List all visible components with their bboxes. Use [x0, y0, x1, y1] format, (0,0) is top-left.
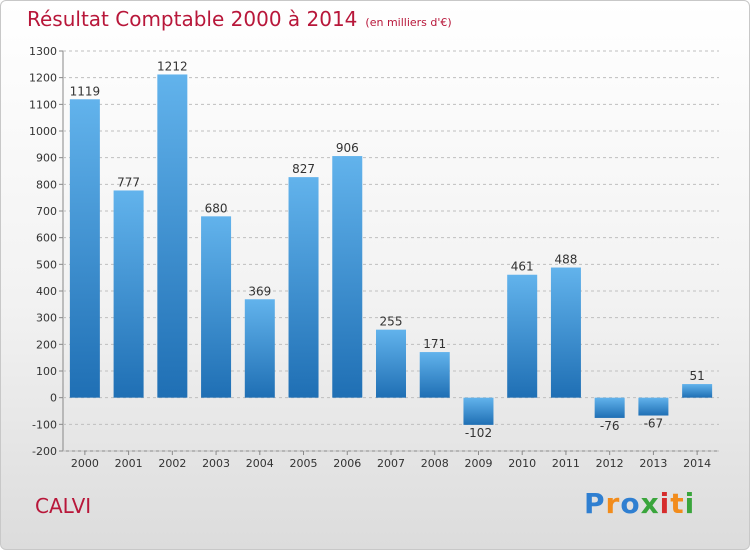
bar [507, 274, 538, 398]
y-tick-label: 0 [50, 392, 57, 405]
y-tick-label: 1200 [29, 72, 57, 85]
x-tick-label: 2008 [421, 457, 449, 470]
bar [244, 299, 275, 398]
x-tick-label: 2010 [508, 457, 536, 470]
y-tick-label: 700 [36, 205, 57, 218]
data-label: 488 [554, 253, 577, 267]
bar [463, 397, 494, 425]
data-label: 827 [292, 162, 315, 176]
brand-logo: Proxiti [584, 487, 695, 520]
y-tick-label: 600 [36, 232, 57, 245]
y-tick-label: 1000 [29, 125, 57, 138]
bar [419, 352, 450, 398]
data-label: -67 [644, 417, 664, 431]
y-tick-label: -200 [32, 445, 57, 458]
x-tick-label: 2000 [71, 457, 99, 470]
chart-subtitle: (en milliers d'€) [365, 16, 452, 29]
brand-logo-letter: i [659, 487, 671, 520]
bar [288, 177, 319, 398]
y-tick-label: 500 [36, 258, 57, 271]
x-tick-label: 2007 [377, 457, 405, 470]
bar [157, 74, 188, 398]
brand-logo-letter: o [620, 487, 641, 520]
bar [332, 156, 363, 398]
bar [550, 267, 581, 398]
data-label: 1119 [70, 84, 101, 98]
data-label: 777 [117, 175, 140, 189]
x-tick-label: 2005 [290, 457, 318, 470]
y-tick-label: 1100 [29, 98, 57, 111]
data-label: -102 [465, 426, 492, 440]
y-tick-label: 1300 [29, 45, 57, 58]
x-tick-label: 2009 [464, 457, 492, 470]
y-tick-label: -100 [32, 418, 57, 431]
y-tick-label: 400 [36, 285, 57, 298]
data-label: 171 [423, 337, 446, 351]
brand-logo-letter: i [684, 487, 696, 520]
bar [594, 397, 625, 418]
bar [113, 190, 144, 398]
chart-title: Résultat Comptable 2000 à 2014 (en millie… [27, 7, 452, 31]
y-tick-label: 100 [36, 365, 57, 378]
brand-logo-letter: t [670, 487, 685, 520]
location-label: CALVI [35, 494, 92, 518]
x-tick-label: 2002 [158, 457, 186, 470]
x-tick-label: 2013 [639, 457, 667, 470]
data-label: 680 [205, 201, 228, 215]
data-label: 369 [248, 284, 271, 298]
x-tick-label: 2012 [596, 457, 624, 470]
bar [638, 397, 669, 416]
data-label: 906 [336, 141, 359, 155]
y-tick-label: 800 [36, 178, 57, 191]
brand-logo-letter: r [605, 487, 621, 520]
y-tick-label: 200 [36, 338, 57, 351]
data-label: 461 [511, 260, 534, 274]
data-label: -76 [600, 419, 620, 433]
x-tick-label: 2006 [333, 457, 361, 470]
brand-logo-letter: x [640, 487, 660, 520]
data-label: 255 [380, 315, 403, 329]
brand-logo-letter: P [584, 487, 606, 520]
x-tick-label: 2004 [246, 457, 274, 470]
x-tick-label: 2014 [683, 457, 711, 470]
bar [682, 384, 713, 398]
data-label: 1212 [157, 59, 188, 73]
bar [201, 216, 232, 398]
y-tick-label: 900 [36, 152, 57, 165]
x-tick-label: 2001 [115, 457, 143, 470]
data-label: 51 [689, 369, 704, 383]
bar [69, 99, 100, 398]
x-tick-label: 2003 [202, 457, 230, 470]
y-tick-label: 300 [36, 312, 57, 325]
bar [376, 329, 406, 398]
x-tick-label: 2011 [552, 457, 580, 470]
